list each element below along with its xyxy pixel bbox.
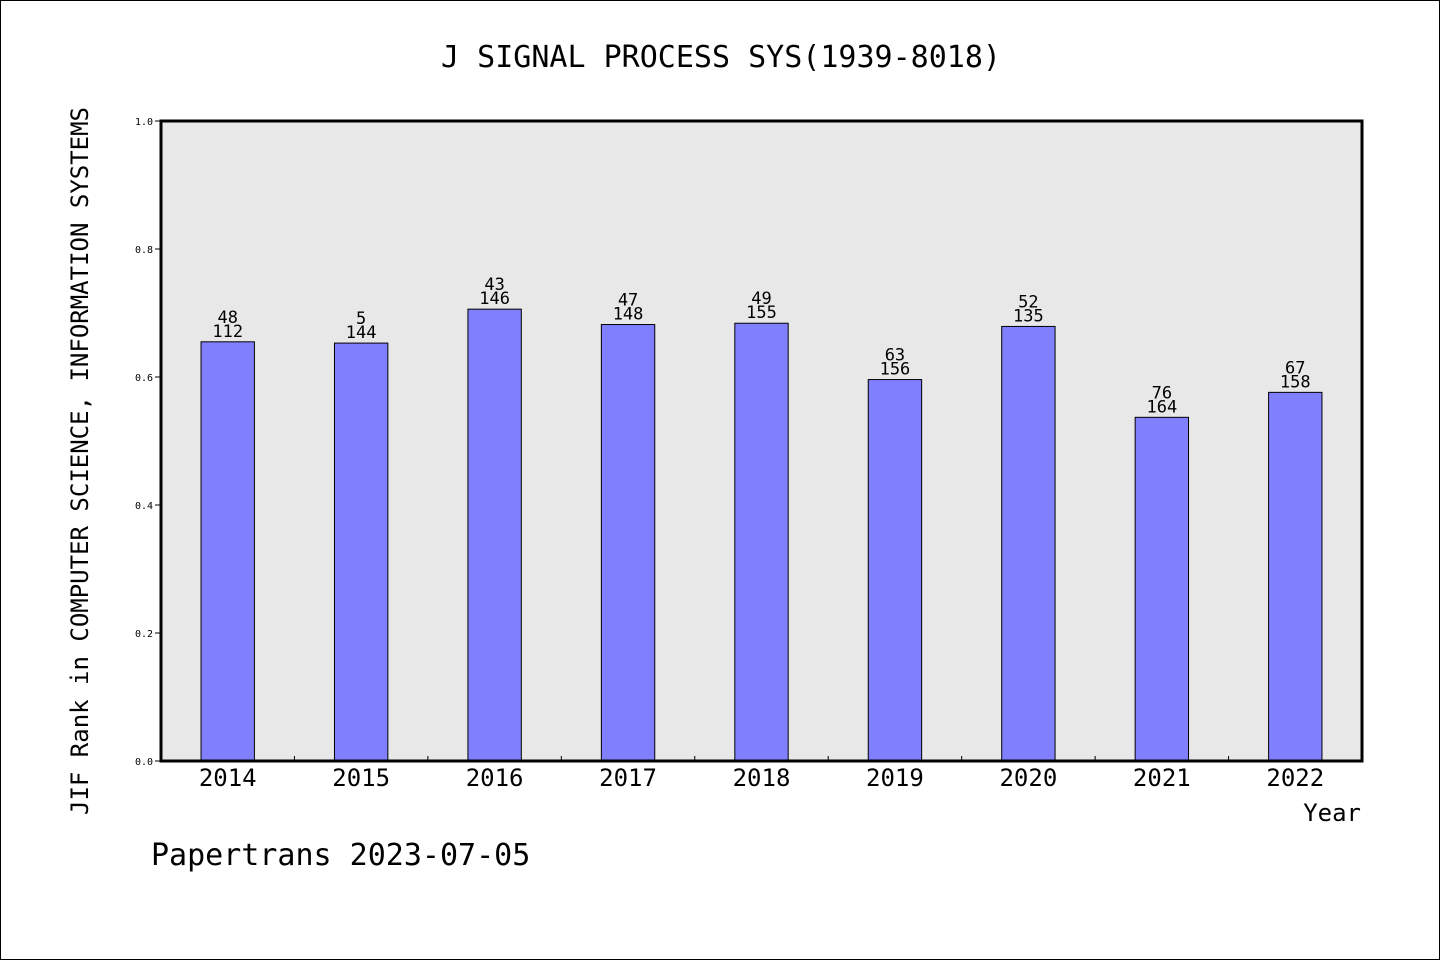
bar-2018 [734, 322, 789, 762]
bar-rank-label: 47 [618, 291, 638, 311]
x-tick-label: 2018 [733, 764, 791, 792]
bar-2017 [600, 324, 656, 762]
bar-rank-label: 76 [1152, 383, 1172, 403]
plot-border [159, 119, 1364, 763]
y-tick-label: 0.8 [135, 245, 153, 256]
bars [200, 308, 1323, 762]
y-tick-label: 0.2 [135, 629, 153, 640]
y-tick-label: 0.0 [135, 757, 153, 768]
x-tick-label: 2022 [1266, 764, 1324, 792]
bar-total-label: 148 [613, 305, 644, 325]
bar-2020 [1001, 325, 1056, 762]
x-tick-label: 2019 [866, 764, 924, 792]
bar-rank-label: 49 [751, 289, 771, 309]
bar-rank-label: 63 [885, 346, 905, 366]
bar-total-label: 155 [746, 303, 777, 323]
bar-2021 [1134, 416, 1190, 762]
bar-total-label: 135 [1013, 306, 1044, 326]
x-tick-label: 2014 [199, 764, 257, 792]
x-axis-label: Year [1303, 799, 1361, 827]
bar-rank-label: 48 [217, 308, 237, 328]
x-tick-label: 2015 [332, 764, 390, 792]
y-tick-label: 1.0 [135, 117, 153, 128]
bar-rank-label: 43 [484, 275, 504, 295]
bar-total-label: 158 [1280, 372, 1311, 392]
bar-total-label: 144 [346, 323, 377, 343]
x-tick-label: 2017 [599, 764, 657, 792]
bar-2022 [1268, 391, 1323, 762]
bar-2016 [467, 308, 522, 762]
y-axis: 0.0 0.2 0.4 0.6 0.8 1.0 [135, 117, 161, 768]
x-axis: 2014 2015 2016 2017 2018 2019 2020 2021 2022 [199, 756, 1324, 792]
bar-rank-label: 52 [1018, 292, 1038, 312]
watermark: Papertrans 2023-07-05 [151, 838, 530, 873]
bar-total-label: 164 [1146, 397, 1177, 417]
x-tick-label: 2016 [466, 764, 524, 792]
y-tick-label: 0.4 [135, 501, 153, 512]
bar-total-label: 156 [880, 360, 911, 380]
y-axis-label: JIF Rank in COMPUTER SCIENCE, INFORMATIO… [66, 107, 94, 815]
bar-rank-label: 5 [356, 309, 366, 329]
x-tick-label: 2021 [1133, 764, 1191, 792]
bar-2015 [333, 342, 389, 762]
y-tick-label: 0.6 [135, 373, 153, 384]
bar-total-label: 146 [479, 289, 510, 309]
bar-2019 [867, 379, 923, 762]
bar-rank-label: 67 [1285, 358, 1305, 378]
bar-total-label: 112 [212, 322, 243, 342]
x-tick-label: 2020 [999, 764, 1057, 792]
bar-2014 [200, 341, 255, 762]
chart-title: J SIGNAL PROCESS SYS(1939-8018) [441, 40, 1001, 75]
